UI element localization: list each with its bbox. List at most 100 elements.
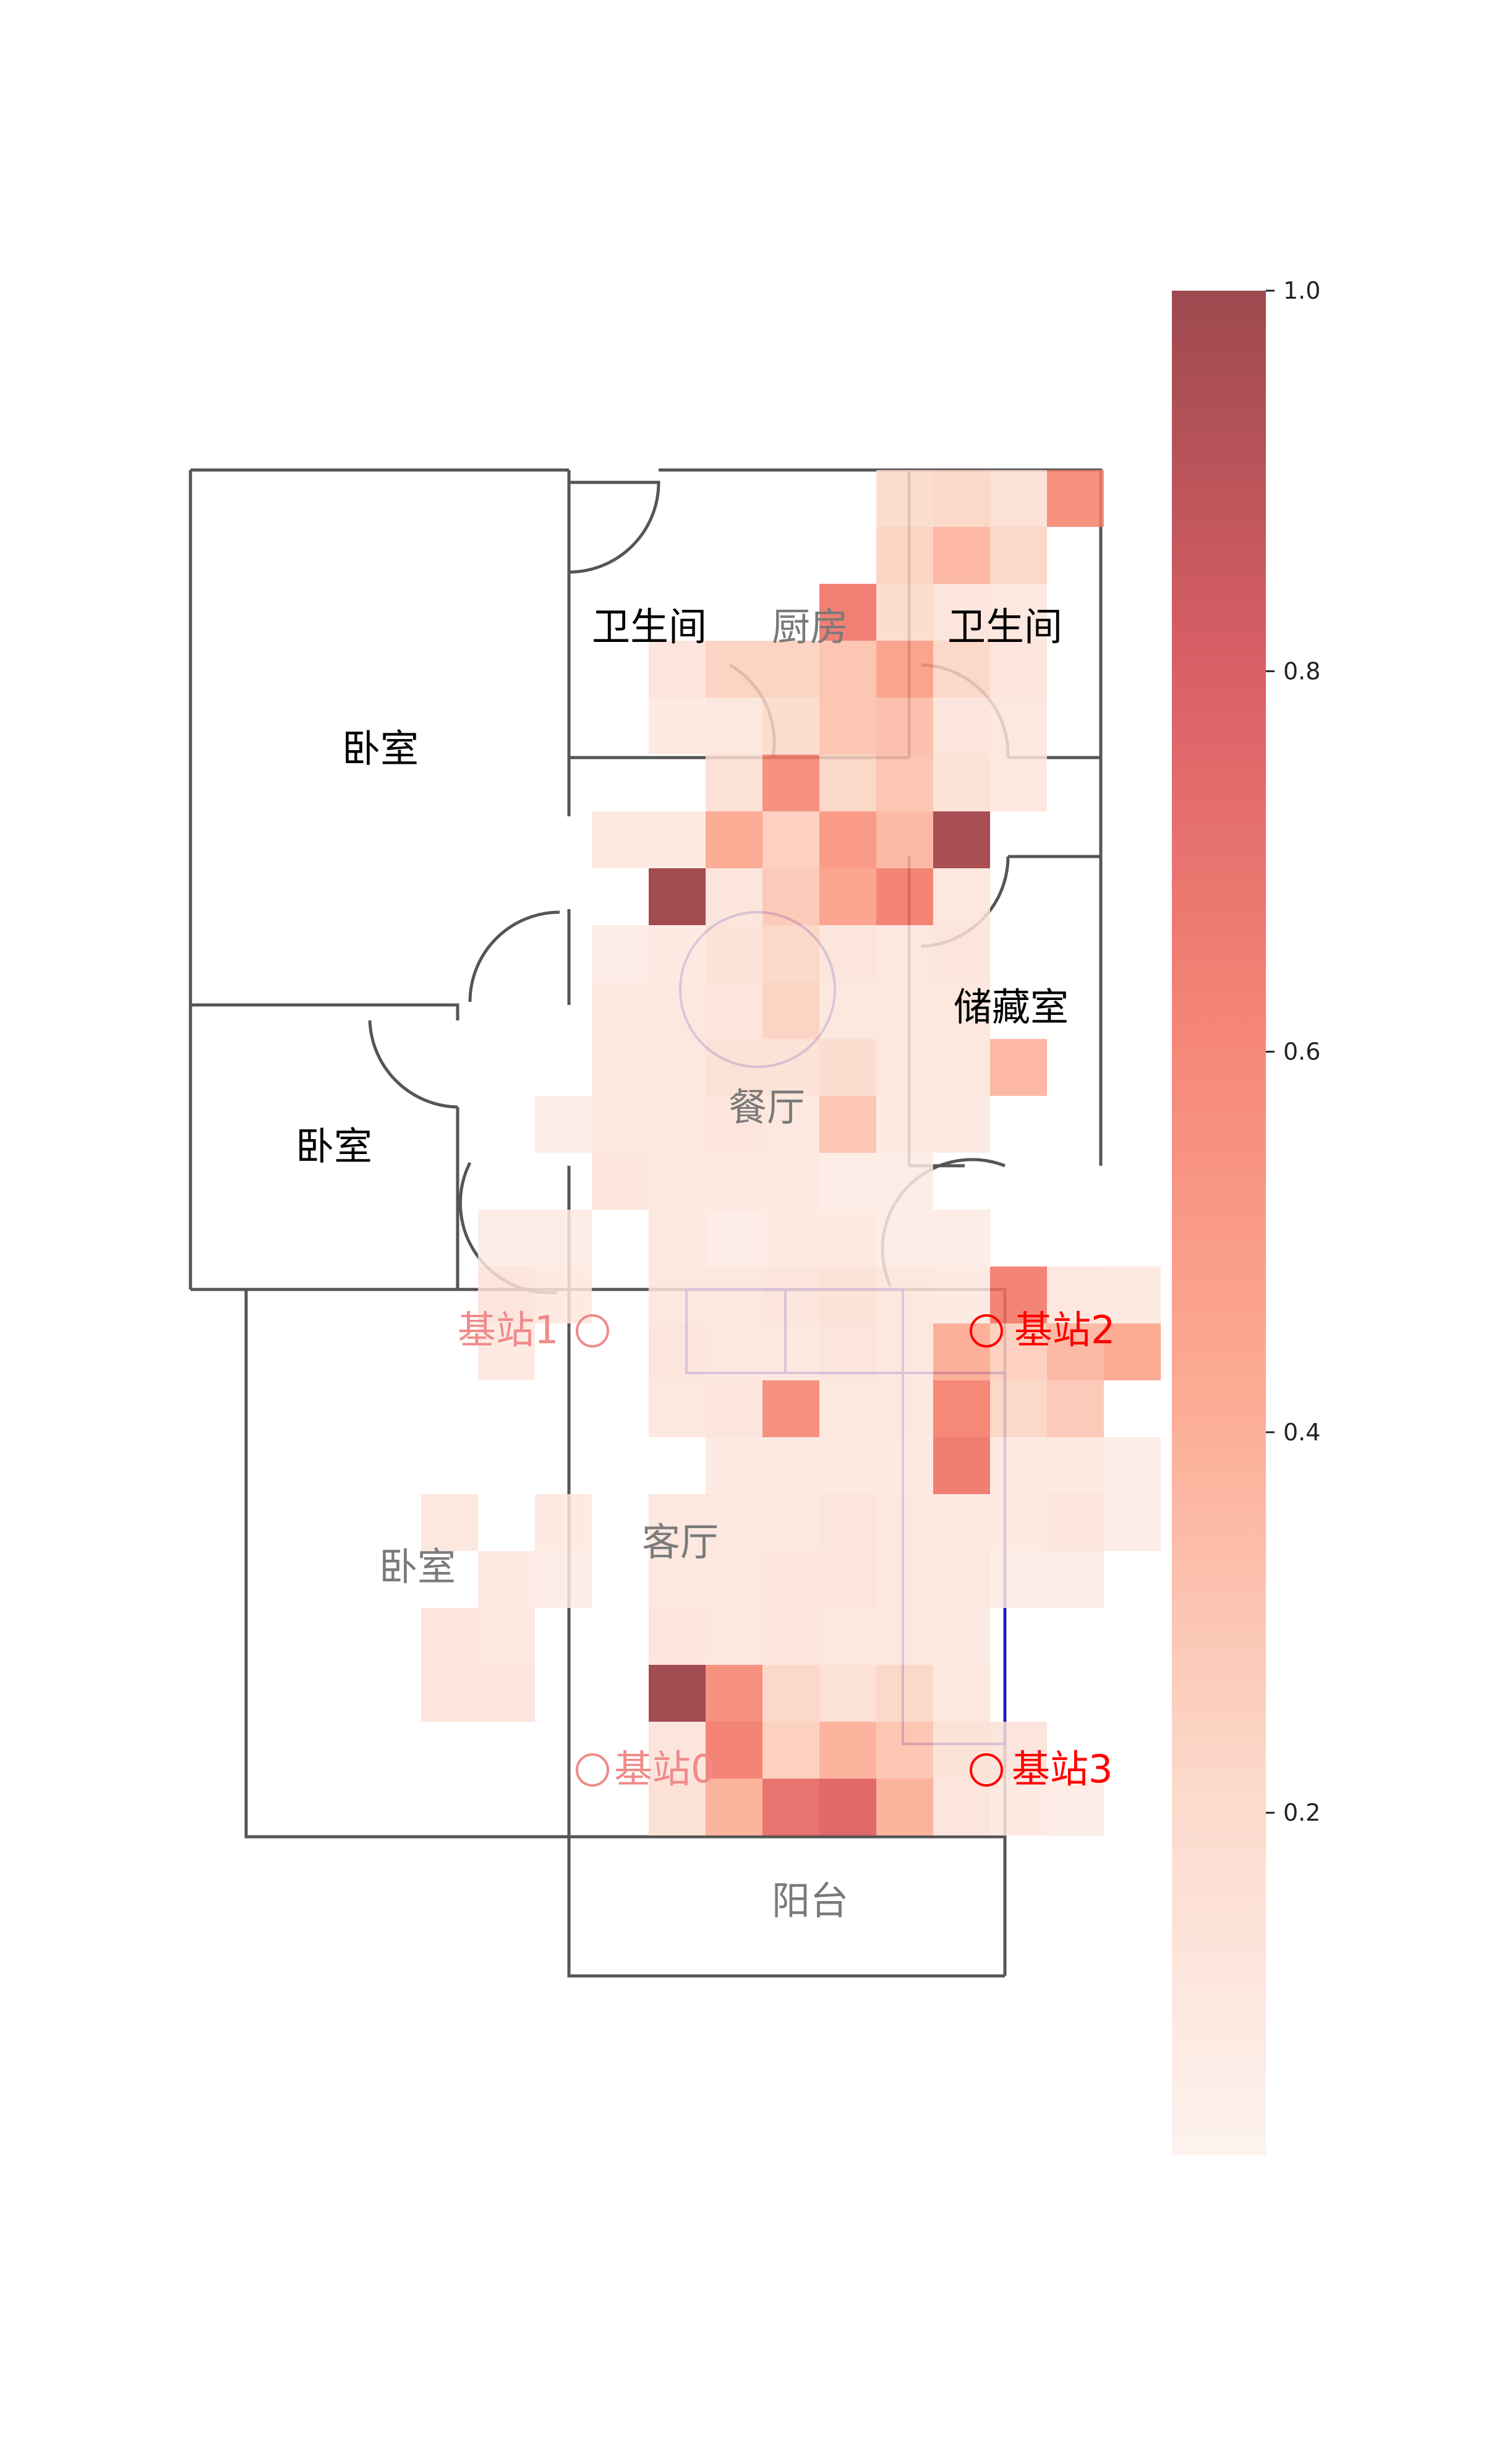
heat-cell (592, 1153, 649, 1210)
door-arc-bath1 (568, 481, 660, 574)
heat-cell (592, 1096, 649, 1153)
heat-cell (649, 925, 706, 982)
heat-cell (876, 641, 933, 698)
heat-cell (592, 982, 649, 1039)
base-station-0-label: 基站0 (614, 1746, 715, 1792)
heat-cell (421, 1608, 478, 1665)
base-station-1-marker (576, 1314, 609, 1348)
heat-cell (706, 1494, 762, 1551)
heat-cell (706, 925, 762, 982)
heat-cell (819, 1153, 876, 1210)
heat-cell (990, 1323, 1047, 1380)
heat-cell (876, 1153, 933, 1210)
heat-cell (933, 641, 990, 698)
heat-cell (819, 1437, 876, 1494)
heat-cell (535, 1551, 592, 1608)
heat-cell (762, 754, 819, 811)
heat-cell (876, 1494, 933, 1551)
heat-cell (990, 470, 1047, 527)
heat-cell (649, 1267, 706, 1323)
heat-cell (649, 1779, 706, 1836)
door-arc-bedroom1 (468, 910, 560, 1002)
heat-cell (819, 1039, 876, 1096)
heat-cell (876, 470, 933, 527)
heat-cell (876, 1437, 933, 1494)
heat-cell (876, 527, 933, 584)
heat-cell (762, 641, 819, 698)
heat-cell (592, 925, 649, 982)
heat-cell (762, 868, 819, 925)
heat-cell (535, 1494, 592, 1551)
heat-cell (933, 1608, 990, 1665)
heat-cell (819, 641, 876, 698)
heat-cell (933, 1323, 990, 1380)
heat-cell (762, 925, 819, 982)
heat-cell (819, 698, 876, 754)
heat-cell (990, 1437, 1047, 1494)
heat-cell (706, 1722, 762, 1779)
heat-cell (990, 1779, 1047, 1836)
heat-cell (819, 868, 876, 925)
heat-cell (762, 982, 819, 1039)
base-station-3-marker (970, 1753, 1003, 1787)
heat-cell (1104, 1494, 1161, 1551)
heat-cell (706, 1039, 762, 1096)
heat-cell (933, 1039, 990, 1096)
colorbar: 0.2 0.4 0.6 0.8 1.0 (1172, 277, 1320, 2155)
room-label-bathroom-1: 卫生间 (592, 604, 707, 649)
heat-cell (762, 1153, 819, 1210)
heat-cell (706, 1210, 762, 1267)
room-label-kitchen: 厨房 (772, 604, 848, 649)
heat-cell (1047, 1380, 1104, 1437)
heat-cell (762, 1039, 819, 1096)
room-label-bedroom-small: 卧室 (296, 1124, 372, 1169)
wall-bedroom-split (190, 1003, 459, 1020)
heat-cell (990, 698, 1047, 754)
heat-cell (649, 1153, 706, 1210)
heat-cell (762, 1210, 819, 1267)
heat-cell (933, 698, 990, 754)
heat-cell (819, 982, 876, 1039)
heat-cell (649, 982, 706, 1039)
heat-cell (1047, 1437, 1104, 1494)
heat-cell (649, 868, 706, 925)
heat-cell (649, 1096, 706, 1153)
heat-cell (876, 1779, 933, 1836)
heat-cell (876, 1608, 933, 1665)
room-label-living: 客厅 (642, 1519, 719, 1565)
heat-cell (762, 1665, 819, 1722)
heat-cell (1104, 1323, 1161, 1380)
heat-cell (933, 811, 990, 868)
heat-cell (819, 1267, 876, 1323)
heat-cell (649, 1665, 706, 1722)
heat-cell (706, 1323, 762, 1380)
colorbar-ticks: 0.2 0.4 0.6 0.8 1.0 (1266, 277, 1320, 1826)
heat-cell (478, 1210, 535, 1267)
base-station-1-label: 基站1 (458, 1307, 558, 1353)
heat-cell (876, 1722, 933, 1779)
heat-cell (649, 1494, 706, 1551)
heat-cell (876, 1323, 933, 1380)
heat-cell (819, 1323, 876, 1380)
heat-cell (478, 1608, 535, 1665)
heat-cell (819, 1551, 876, 1608)
room-label-dining: 餐厅 (728, 1085, 805, 1130)
room-label-balcony: 阳台 (772, 1878, 848, 1923)
heat-cell (706, 1551, 762, 1608)
heat-cell (592, 1039, 649, 1096)
heat-cell (876, 1210, 933, 1267)
heat-cell (762, 1779, 819, 1836)
heat-cell (421, 1494, 478, 1551)
heat-cell (933, 1437, 990, 1494)
heat-cell (933, 1380, 990, 1437)
heat-cell (819, 811, 876, 868)
door-arc-bedroom2 (368, 1020, 458, 1109)
heat-cell (762, 1096, 819, 1153)
colorbar-tick-label: 0.8 (1283, 657, 1320, 685)
heat-cell (933, 925, 990, 982)
heat-cell (706, 1437, 762, 1494)
heat-cell (933, 754, 990, 811)
heat-cell (649, 1608, 706, 1665)
heat-cell (649, 1210, 706, 1267)
heat-cell (762, 1551, 819, 1608)
